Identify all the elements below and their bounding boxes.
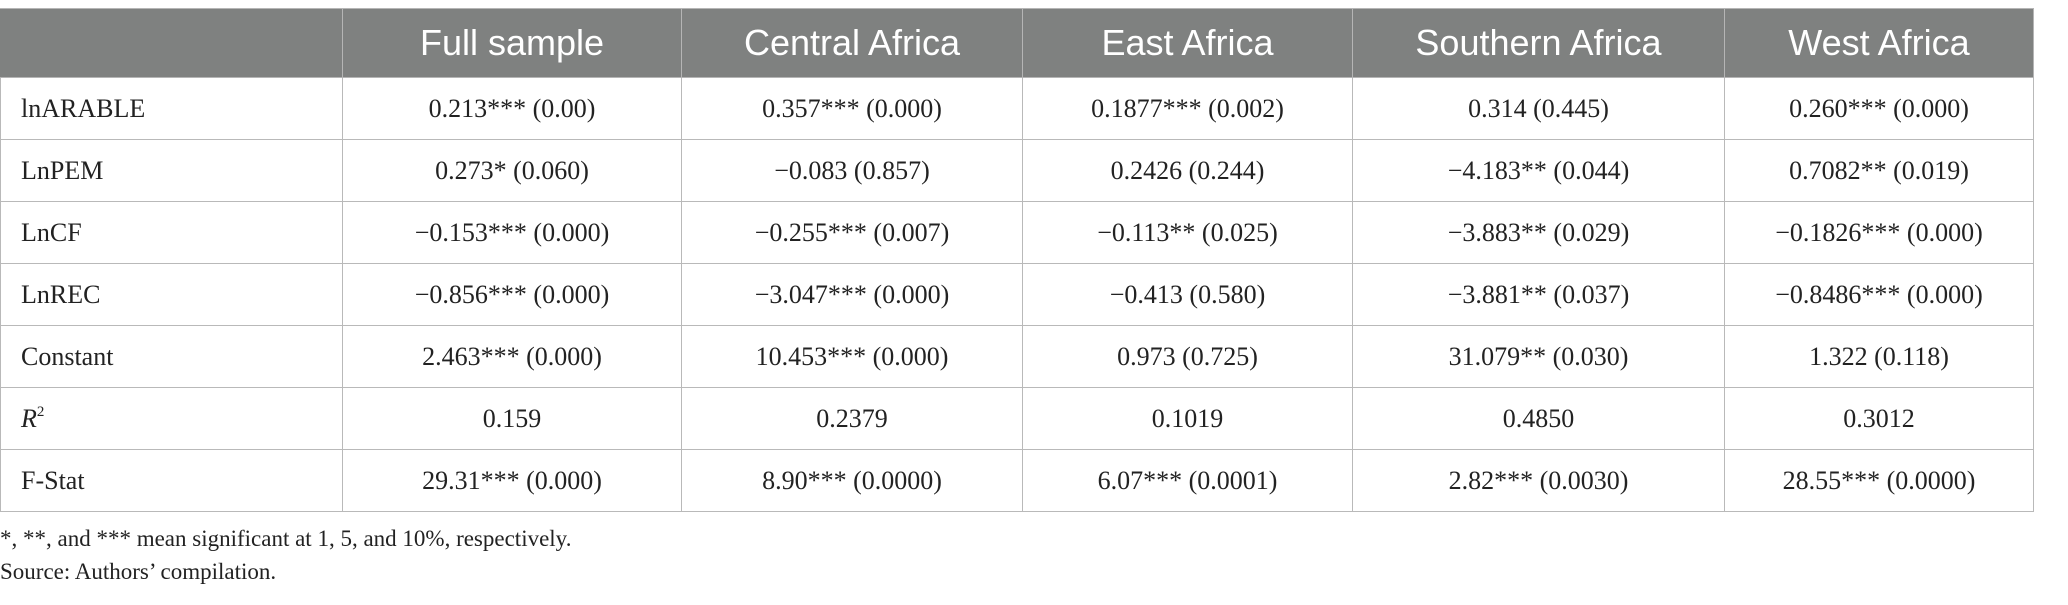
table-cell: 0.213*** (0.00) xyxy=(342,77,682,140)
table-cell: 0.314 (0.445) xyxy=(1352,77,1725,140)
row-label-lnarable: lnARABLE xyxy=(0,77,343,140)
header-corner xyxy=(0,8,343,78)
table-cell: −0.856*** (0.000) xyxy=(342,263,682,326)
row-label-lncf: LnCF xyxy=(0,201,343,264)
row-label-f-stat: F-Stat xyxy=(0,449,343,512)
table-row: R2 0.159 0.2379 0.1019 0.4850 0.3012 xyxy=(0,387,2034,450)
r-squared-symbol: R xyxy=(21,403,37,433)
header-central-africa: Central Africa xyxy=(681,8,1023,78)
table-cell: 0.2426 (0.244) xyxy=(1022,139,1353,202)
table-row: LnPEM 0.273* (0.060) −0.083 (0.857) 0.24… xyxy=(0,139,2034,202)
table-cell: 0.1019 xyxy=(1022,387,1353,450)
table-row: F-Stat 29.31*** (0.000) 8.90*** (0.0000)… xyxy=(0,449,2034,512)
table-cell: 8.90*** (0.0000) xyxy=(681,449,1023,512)
table-cell: −0.083 (0.857) xyxy=(681,139,1023,202)
table-cell: −0.113** (0.025) xyxy=(1022,201,1353,264)
table-cell: −0.153*** (0.000) xyxy=(342,201,682,264)
table-row: LnREC −0.856*** (0.000) −3.047*** (0.000… xyxy=(0,263,2034,326)
table-cell: 0.159 xyxy=(342,387,682,450)
table-row: lnARABLE 0.213*** (0.00) 0.357*** (0.000… xyxy=(0,77,2034,140)
table-cell: 28.55*** (0.0000) xyxy=(1724,449,2034,512)
table-cell: −0.413 (0.580) xyxy=(1022,263,1353,326)
table-row: LnCF −0.153*** (0.000) −0.255*** (0.007)… xyxy=(0,201,2034,264)
table-cell: 0.7082** (0.019) xyxy=(1724,139,2034,202)
header-west-africa: West Africa xyxy=(1724,8,2034,78)
row-label-lnpem: LnPEM xyxy=(0,139,343,202)
row-label-lnrec: LnREC xyxy=(0,263,343,326)
table-cell: 31.079** (0.030) xyxy=(1352,325,1725,388)
table-cell: 0.2379 xyxy=(681,387,1023,450)
table-cell: 1.322 (0.118) xyxy=(1724,325,2034,388)
table-cell: −0.255*** (0.007) xyxy=(681,201,1023,264)
r-squared-superscript: 2 xyxy=(36,403,45,420)
table-cell: 0.357*** (0.000) xyxy=(681,77,1023,140)
table-cell: −3.047*** (0.000) xyxy=(681,263,1023,326)
table-cell: −0.8486*** (0.000) xyxy=(1724,263,2034,326)
table-cell: −3.881** (0.037) xyxy=(1352,263,1725,326)
table-row: Constant 2.463*** (0.000) 10.453*** (0.0… xyxy=(0,325,2034,388)
table-cell: 0.1877*** (0.002) xyxy=(1022,77,1353,140)
header-full-sample: Full sample xyxy=(342,8,682,78)
source-note: Source: Authors’ compilation. xyxy=(0,559,277,584)
header-southern-africa: Southern Africa xyxy=(1352,8,1725,78)
table-cell: 6.07*** (0.0001) xyxy=(1022,449,1353,512)
row-label-r-squared: R2 xyxy=(0,387,343,450)
table-cell: 0.260*** (0.000) xyxy=(1724,77,2034,140)
significance-note: *, **, and *** mean significant at 1, 5,… xyxy=(0,526,572,551)
table-cell: 29.31*** (0.000) xyxy=(342,449,682,512)
table-header-row: Full sample Central Africa East Africa S… xyxy=(0,8,2034,78)
table-cell: 0.973 (0.725) xyxy=(1022,325,1353,388)
table-cell: 2.82*** (0.0030) xyxy=(1352,449,1725,512)
table-notes: *, **, and *** mean significant at 1, 5,… xyxy=(0,522,571,588)
table-cell: 2.463*** (0.000) xyxy=(342,325,682,388)
table-cell: −4.183** (0.044) xyxy=(1352,139,1725,202)
table-cell: 0.273* (0.060) xyxy=(342,139,682,202)
header-east-africa: East Africa xyxy=(1022,8,1353,78)
table-cell: −3.883** (0.029) xyxy=(1352,201,1725,264)
table-cell: 0.4850 xyxy=(1352,387,1725,450)
table-cell: 0.3012 xyxy=(1724,387,2034,450)
results-table-container: Full sample Central Africa East Africa S… xyxy=(0,8,2068,512)
regression-results-table: Full sample Central Africa East Africa S… xyxy=(0,8,2034,512)
table-cell: −0.1826*** (0.000) xyxy=(1724,201,2034,264)
table-cell: 10.453*** (0.000) xyxy=(681,325,1023,388)
row-label-constant: Constant xyxy=(0,325,343,388)
